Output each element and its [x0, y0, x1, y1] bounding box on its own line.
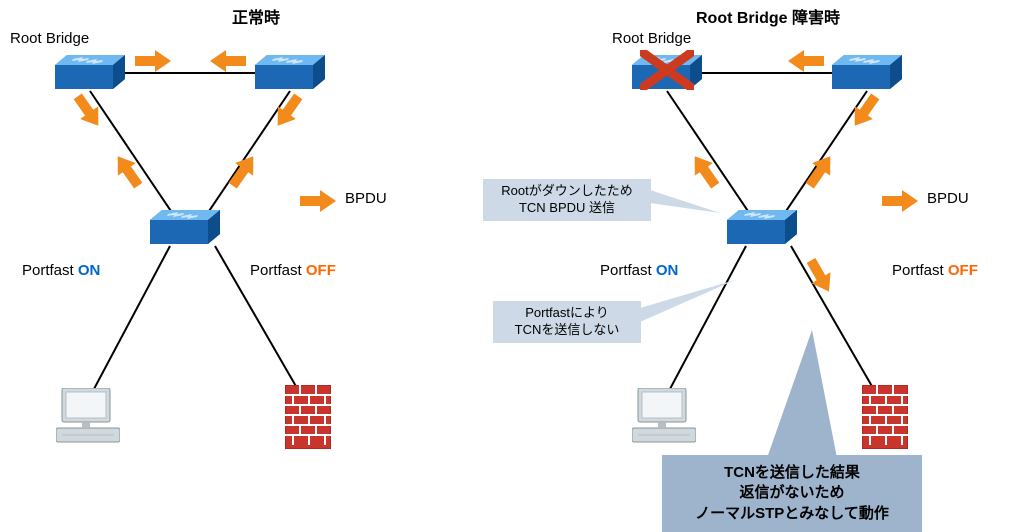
portfast-on-label: Portfast ON	[600, 262, 678, 279]
callout-line: Rootがダウンしたため	[489, 183, 645, 200]
callout-tail	[767, 330, 837, 460]
bpdu-arrow	[788, 50, 824, 72]
switch-3	[727, 210, 797, 244]
bpdu-arrow	[224, 150, 263, 192]
switch-3	[150, 210, 220, 244]
bpdu-arrow	[210, 50, 246, 72]
switch-2	[255, 55, 325, 89]
switch-root	[55, 55, 125, 89]
callout-tcn: Rootがダウンしたため TCN BPDU 送信	[482, 178, 652, 222]
bpdu-arrow	[135, 50, 171, 72]
bpdu-arrow	[109, 150, 148, 192]
firewall-icon	[862, 385, 908, 449]
callout-portfast: Portfastにより TCNを送信しない	[492, 300, 642, 344]
on-text: ON	[656, 262, 679, 279]
bpdu-arrow	[69, 90, 108, 132]
portfast-text: Portfast	[892, 262, 944, 279]
callout-result: TCNを送信した結果 返信がないため ノーマルSTPとみなして動作	[662, 455, 922, 532]
bpdu-legend-arrow	[882, 190, 918, 212]
callout-line: TCNを送信しない	[499, 322, 635, 339]
portfast-off-label: Portfast OFF	[892, 262, 978, 279]
link-sw1-sw2	[120, 72, 260, 74]
callout-tail	[650, 185, 720, 225]
callout-line: 返信がないため	[672, 483, 912, 503]
bpdu-arrow	[846, 90, 885, 132]
off-text: OFF	[306, 262, 336, 279]
tcn-arrow	[801, 150, 840, 192]
root-bridge-label: Root Bridge	[612, 30, 691, 47]
callout-line: Portfastにより	[499, 305, 635, 322]
firewall-icon	[285, 385, 331, 449]
callout-line: TCN BPDU 送信	[489, 200, 645, 217]
bpdu-label: BPDU	[345, 190, 387, 207]
on-text: ON	[78, 262, 101, 279]
callout-line: ノーマルSTPとみなして動作	[672, 504, 912, 524]
callout-line: TCNを送信した結果	[672, 463, 912, 483]
portfast-text: Portfast	[22, 262, 74, 279]
switch-2	[832, 55, 902, 89]
portfast-text: Portfast	[250, 262, 302, 279]
link-sw1-sw3	[89, 90, 180, 224]
pc-icon	[56, 388, 120, 444]
title-failure: Root Bridge 障害時	[512, 4, 1024, 28]
bpdu-legend-arrow	[300, 190, 336, 212]
link-sw1-sw2	[697, 72, 837, 74]
bpdu-arrow	[269, 90, 308, 132]
portfast-off-label: Portfast OFF	[250, 262, 336, 279]
root-bridge-label: Root Bridge	[10, 30, 89, 47]
bpdu-label: BPDU	[927, 190, 969, 207]
off-text: OFF	[948, 262, 978, 279]
title-normal: 正常時	[0, 4, 512, 28]
panel-normal: 正常時 Root Bridge BPDU Portfast ON Portfas…	[0, 0, 512, 532]
failure-x-icon	[640, 50, 694, 90]
portfast-text: Portfast	[600, 262, 652, 279]
panel-failure: Root Bridge 障害時 Root Bridge BPDU Portfas…	[512, 0, 1024, 532]
pc-icon	[632, 388, 696, 444]
stp-arrow	[801, 255, 838, 297]
callout-tail	[640, 280, 740, 330]
portfast-on-label: Portfast ON	[22, 262, 100, 279]
